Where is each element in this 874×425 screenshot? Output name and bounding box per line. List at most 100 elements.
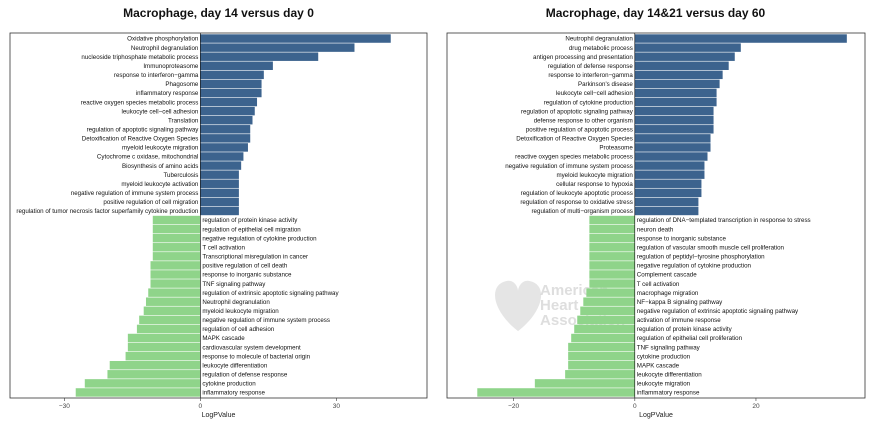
right-down-bar-32 (574, 324, 635, 334)
right-up-bar-8 (634, 106, 714, 116)
left-down-bar-38 (84, 379, 201, 388)
right-down-bar-31 (577, 315, 635, 325)
right-bar-label-12: Proteasome (599, 145, 633, 152)
right-down-bar-30 (580, 306, 635, 316)
left-up-bar-15 (200, 170, 239, 179)
left-up-bar-11 (200, 134, 251, 143)
left-bar-label-35: response to molecule of bacterial origin (202, 353, 310, 360)
left-up-bar-17 (200, 188, 239, 198)
left-up-bar-6 (200, 88, 262, 98)
right-up-bar-15 (634, 170, 705, 179)
right-x-axis-label: LogPValue (639, 412, 673, 419)
left-up-bar-19 (200, 206, 239, 216)
right-bar-label-24: regulation of peptidyl−tyrosine phosphor… (637, 254, 765, 261)
right-down-bar-24 (589, 252, 635, 261)
left-down-bar-34 (127, 342, 201, 352)
right-up-bar-3 (634, 61, 729, 70)
left-up-bar-4 (200, 70, 264, 80)
right-bar-label-2: antigen processing and presentation (533, 54, 633, 61)
left-bar-label-18: positive regulation of cell migration (103, 199, 198, 206)
right-bar-chart: AmericanHeartAssociationNeutrophil degra… (446, 32, 866, 419)
left-bar-label-12: myeloid leukocyte migration (122, 145, 199, 152)
right-bar-label-28: macrophage migration (637, 290, 699, 297)
left-bar-label-11: Detoxification of Reactive Oxygen Specie… (82, 136, 199, 143)
right-up-bar-9 (634, 115, 714, 125)
right-bar-label-16: cellular response to hypoxia (556, 181, 633, 188)
left-up-bar-10 (200, 125, 251, 134)
left-down-bar-37 (107, 370, 201, 379)
right-up-bar-7 (634, 97, 717, 107)
right-down-bar-28 (586, 288, 635, 297)
left-bar-label-2: nucleoside triphosphate metabolic proces… (81, 54, 198, 61)
right-bar-label-30: negative regulation of extrinsic apoptot… (637, 308, 799, 315)
right-chart-panel: Macrophage, day 14&21 versus day 60 Amer… (437, 0, 874, 425)
right-bar-label-38: leukocyte migration (637, 381, 691, 388)
left-plot-frame (9, 32, 428, 399)
left-bar-label-22: negative regulation of cytokine producti… (202, 235, 317, 242)
left-bar-label-8: leukocyte cell−cell adhesion (121, 108, 198, 115)
watermark-heart-icon (495, 280, 542, 332)
left-bar-label-17: negative regulation of immune system pro… (71, 190, 199, 197)
right-bar-label-4: response to interferon−gamma (548, 72, 633, 79)
right-up-bar-17 (634, 188, 702, 198)
right-plot-frame (446, 32, 866, 399)
right-bar-label-22: response to inorganic substance (637, 235, 727, 242)
right-up-bar-1 (634, 43, 741, 52)
right-down-bar-36 (568, 361, 635, 370)
right-bar-label-11: Detoxification of Reactive Oxygen Specie… (516, 136, 633, 143)
left-bar-label-28: regulation of extrinsic apoptotic signal… (202, 290, 339, 297)
left-down-bar-32 (136, 324, 201, 334)
left-bar-label-27: TNF signaling pathway (202, 281, 266, 288)
right-bar-label-3: regulation of defense response (548, 63, 634, 70)
left-bar-label-14: Biosynthesis of amino acids (122, 163, 198, 170)
right-bar-label-19: regulation of multi−organism process (532, 208, 633, 215)
right-bar-label-18: regulation of response to oxidative stre… (520, 199, 632, 206)
right-bar-label-32: regulation of protein kinase activity (637, 326, 733, 333)
right-bar-label-5: Parkinson's disease (578, 81, 633, 88)
left-bar-label-7: reactive oxygen species metabolic proces… (81, 99, 199, 106)
left-down-bar-35 (125, 351, 201, 361)
right-bar-label-26: Complement cascade (637, 272, 697, 279)
left-bar-label-5: Phagosome (165, 81, 199, 88)
left-up-bar-2 (200, 52, 319, 61)
right-bar-label-0: Neutrophil degranulation (565, 36, 633, 43)
left-chart-panel: Macrophage, day 14 versus day 0 Oxidativ… (9, 6, 428, 419)
left-bar-label-38: cytokine production (202, 381, 256, 388)
right-up-bar-2 (634, 52, 735, 61)
right-bar-label-13: reactive oxygen species metabolic proces… (515, 154, 633, 161)
right-up-bar-0 (634, 34, 847, 43)
right-up-bar-18 (634, 197, 699, 207)
right-bar-label-29: NF−kappa B signaling pathway (637, 299, 723, 306)
right-bar-label-15: myeloid leukocyte migration (556, 172, 633, 179)
left-bar-label-37: regulation of defense response (202, 372, 288, 379)
left-chart-title: Macrophage, day 14 versus day 0 (123, 6, 314, 20)
left-bar-label-16: myeloid leukocyte activation (121, 181, 199, 188)
left-up-bar-8 (200, 106, 255, 116)
right-up-bar-4 (634, 70, 723, 80)
right-bar-label-1: drug metabolic process (569, 45, 633, 52)
left-bar-label-6: inflammatory response (136, 90, 199, 97)
right-up-bar-5 (634, 79, 720, 89)
left-bar-label-19: regulation of tumor necrosis factor supe… (16, 208, 198, 215)
right-bar-label-27: T cell activation (637, 281, 680, 288)
left-x-tick-label-2: 30 (333, 403, 341, 410)
left-up-bar-13 (200, 152, 244, 161)
right-down-bar-39 (477, 388, 635, 397)
left-up-bar-12 (200, 143, 248, 152)
right-bar-label-14: negative regulation of immune system pro… (505, 163, 633, 170)
left-down-bar-31 (139, 315, 201, 325)
right-bar-label-36: MAPK cascade (637, 362, 680, 369)
left-x-axis-label: LogPValue (202, 412, 236, 419)
right-bar-label-7: regulation of cytokine production (544, 99, 634, 106)
right-down-bar-27 (589, 279, 635, 288)
watermark-text-line2: Heart (540, 297, 578, 314)
right-bar-label-20: regulation of DNA−templated transcriptio… (637, 217, 811, 224)
right-down-bar-20 (589, 215, 635, 225)
right-down-bar-26 (589, 270, 635, 279)
left-bar-label-20: regulation of protein kinase activity (202, 217, 298, 224)
right-down-bar-25 (589, 261, 635, 270)
left-bar-label-29: Neutrophil degranulation (202, 299, 270, 306)
left-up-bar-9 (200, 115, 253, 125)
left-bar-chart: Oxidative phosphorylation Neutrophil degr… (9, 32, 428, 419)
right-up-bar-16 (634, 179, 702, 188)
